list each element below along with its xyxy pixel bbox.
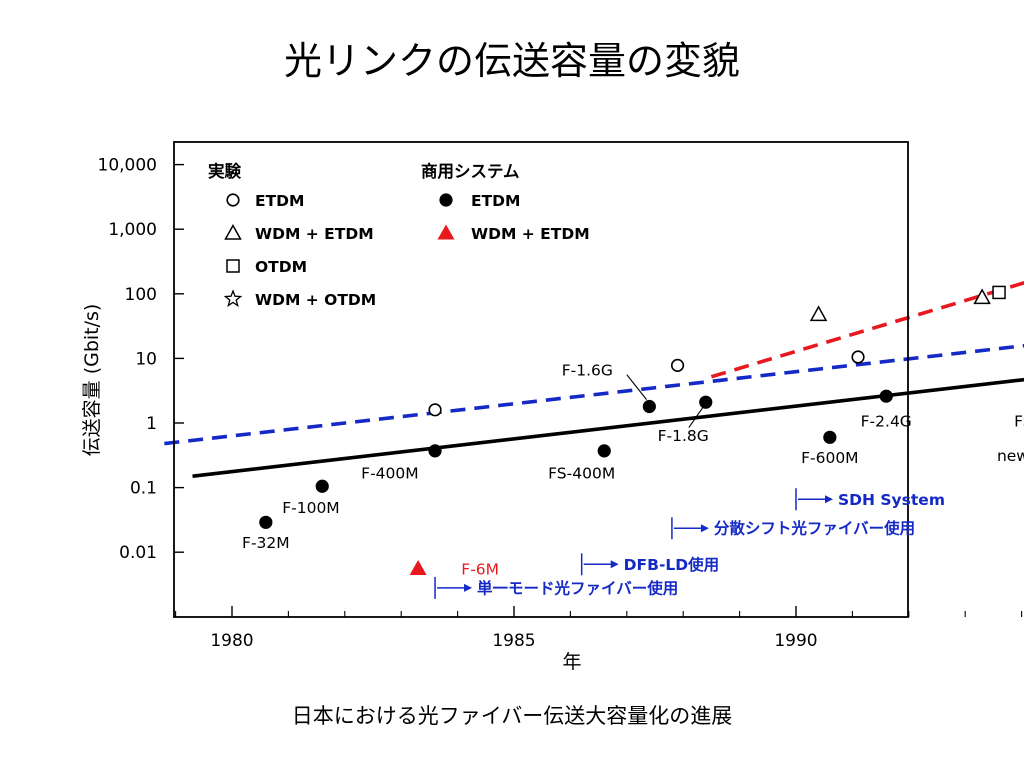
point-label: F-6M [461, 560, 499, 578]
x-axis-label: 年 [562, 651, 581, 673]
data-markers [259, 285, 1006, 575]
legend-marker-star-open [223, 289, 243, 307]
y-axis-label: 伝送容量 (Gbit/s) [81, 304, 103, 457]
legend-experiment-heading: 実験 [208, 161, 242, 181]
point-label: FS-400M [548, 465, 615, 483]
label-pointer [688, 406, 704, 428]
data-point-circle-filled [259, 515, 273, 529]
legend-marker-circle-filled [439, 193, 453, 207]
legend-label: WDM + ETDM [255, 225, 374, 243]
x-tick-label: 1985 [492, 631, 535, 651]
point-label: F-100M [282, 499, 339, 517]
milestone-label: 分散シフト光ファイバー使用 [714, 519, 915, 538]
plot-frame [173, 141, 909, 618]
label-pointer [626, 374, 647, 400]
y-tick-label: 0.01 [119, 543, 157, 563]
milestone: 単一モード光ファイバー使用 [434, 576, 678, 599]
point-label: F-400M [361, 465, 418, 483]
milestone: 分散シフト光ファイバー使用 [671, 517, 915, 540]
data-point-circle-open [670, 358, 685, 372]
milestone-arrowhead [700, 524, 709, 533]
milestone-arrowhead [464, 583, 473, 592]
data-point-circle-filled [428, 444, 442, 458]
legend-label: ETDM [255, 192, 304, 210]
legend-label: WDM + OTDM [255, 291, 376, 309]
legend-marker-triangle-open [224, 223, 242, 240]
point-label: F-600M [801, 449, 858, 467]
y-tick-label: 10,000 [98, 156, 157, 176]
trend-line-red-dashed [710, 281, 1024, 379]
x-tick-label: 1990 [774, 631, 817, 651]
milestone-arrowhead [825, 495, 833, 504]
legend-label: OTDM [255, 258, 307, 276]
legend-marker-circle-open [226, 193, 240, 207]
slide-title: 光リンクの伝送容量の変貌 [283, 39, 740, 83]
point-label: F-32M [242, 534, 290, 552]
data-point-triangle-open [973, 288, 991, 305]
data-point-circle-filled [642, 399, 656, 414]
point-label: new F-600M [997, 447, 1024, 465]
data-point-circle-filled [597, 444, 611, 458]
data-point-circle-filled [699, 395, 713, 409]
milestone-annotations: 単一モード光ファイバー使用 DFB-LD使用 分散シフト光ファイバー使用 SDH Sy… [434, 488, 945, 599]
point-label: FSA-2.4G [1014, 412, 1024, 430]
point-label: F-2.4G [861, 412, 912, 430]
figure-caption: 日本における光ファイバー伝送大容量化の進展 [291, 704, 733, 728]
milestone-label: SDH System [838, 491, 945, 509]
milestone: SDH System [795, 488, 945, 511]
y-tick-label: 1 [146, 414, 157, 434]
legend: 実験 ETDM WDM + ETDM OTDM WDM + OTDM 商用システム ETDM… [208, 161, 590, 309]
data-point-circle-filled [823, 430, 837, 444]
y-tick-label: 1,000 [108, 220, 157, 240]
y-tick-label: 0.1 [130, 479, 157, 499]
milestone-label: 単一モード光ファイバー使用 [477, 578, 678, 597]
point-labels: F-32M F-100M F-400M FS-400M F-1.8G F-600M F-2.… [242, 362, 1024, 579]
x-tick-label: 1980 [210, 631, 253, 651]
data-point-circle-open [851, 350, 865, 364]
milestone: DFB-LD使用 [580, 553, 719, 576]
legend-marker-triangle-red [437, 224, 455, 240]
axis-ticks: 1980198519901995200020050.010.11101001,0… [98, 156, 1023, 651]
data-point-circle-filled [315, 479, 329, 493]
data-point-circle-filled [879, 389, 893, 403]
data-point-circle-open [428, 403, 442, 417]
legend-marker-square-open [226, 259, 240, 273]
data-point-triangle-red [409, 559, 427, 575]
legend-commercial-heading: 商用システム [421, 161, 520, 181]
milestone-arrowhead [610, 560, 619, 569]
point-label: F-1.6G [562, 362, 613, 380]
milestone-label: DFB-LD使用 [624, 555, 719, 574]
point-label: F-1.8G [658, 427, 709, 445]
y-tick-label: 100 [125, 285, 157, 305]
legend-label: WDM + ETDM [471, 225, 590, 243]
data-point-triangle-open [809, 305, 828, 322]
legend-label: ETDM [471, 192, 520, 210]
data-point-square-open [992, 285, 1006, 300]
trend-line-blue-dashed [164, 343, 1024, 446]
y-tick-label: 10 [135, 349, 157, 369]
